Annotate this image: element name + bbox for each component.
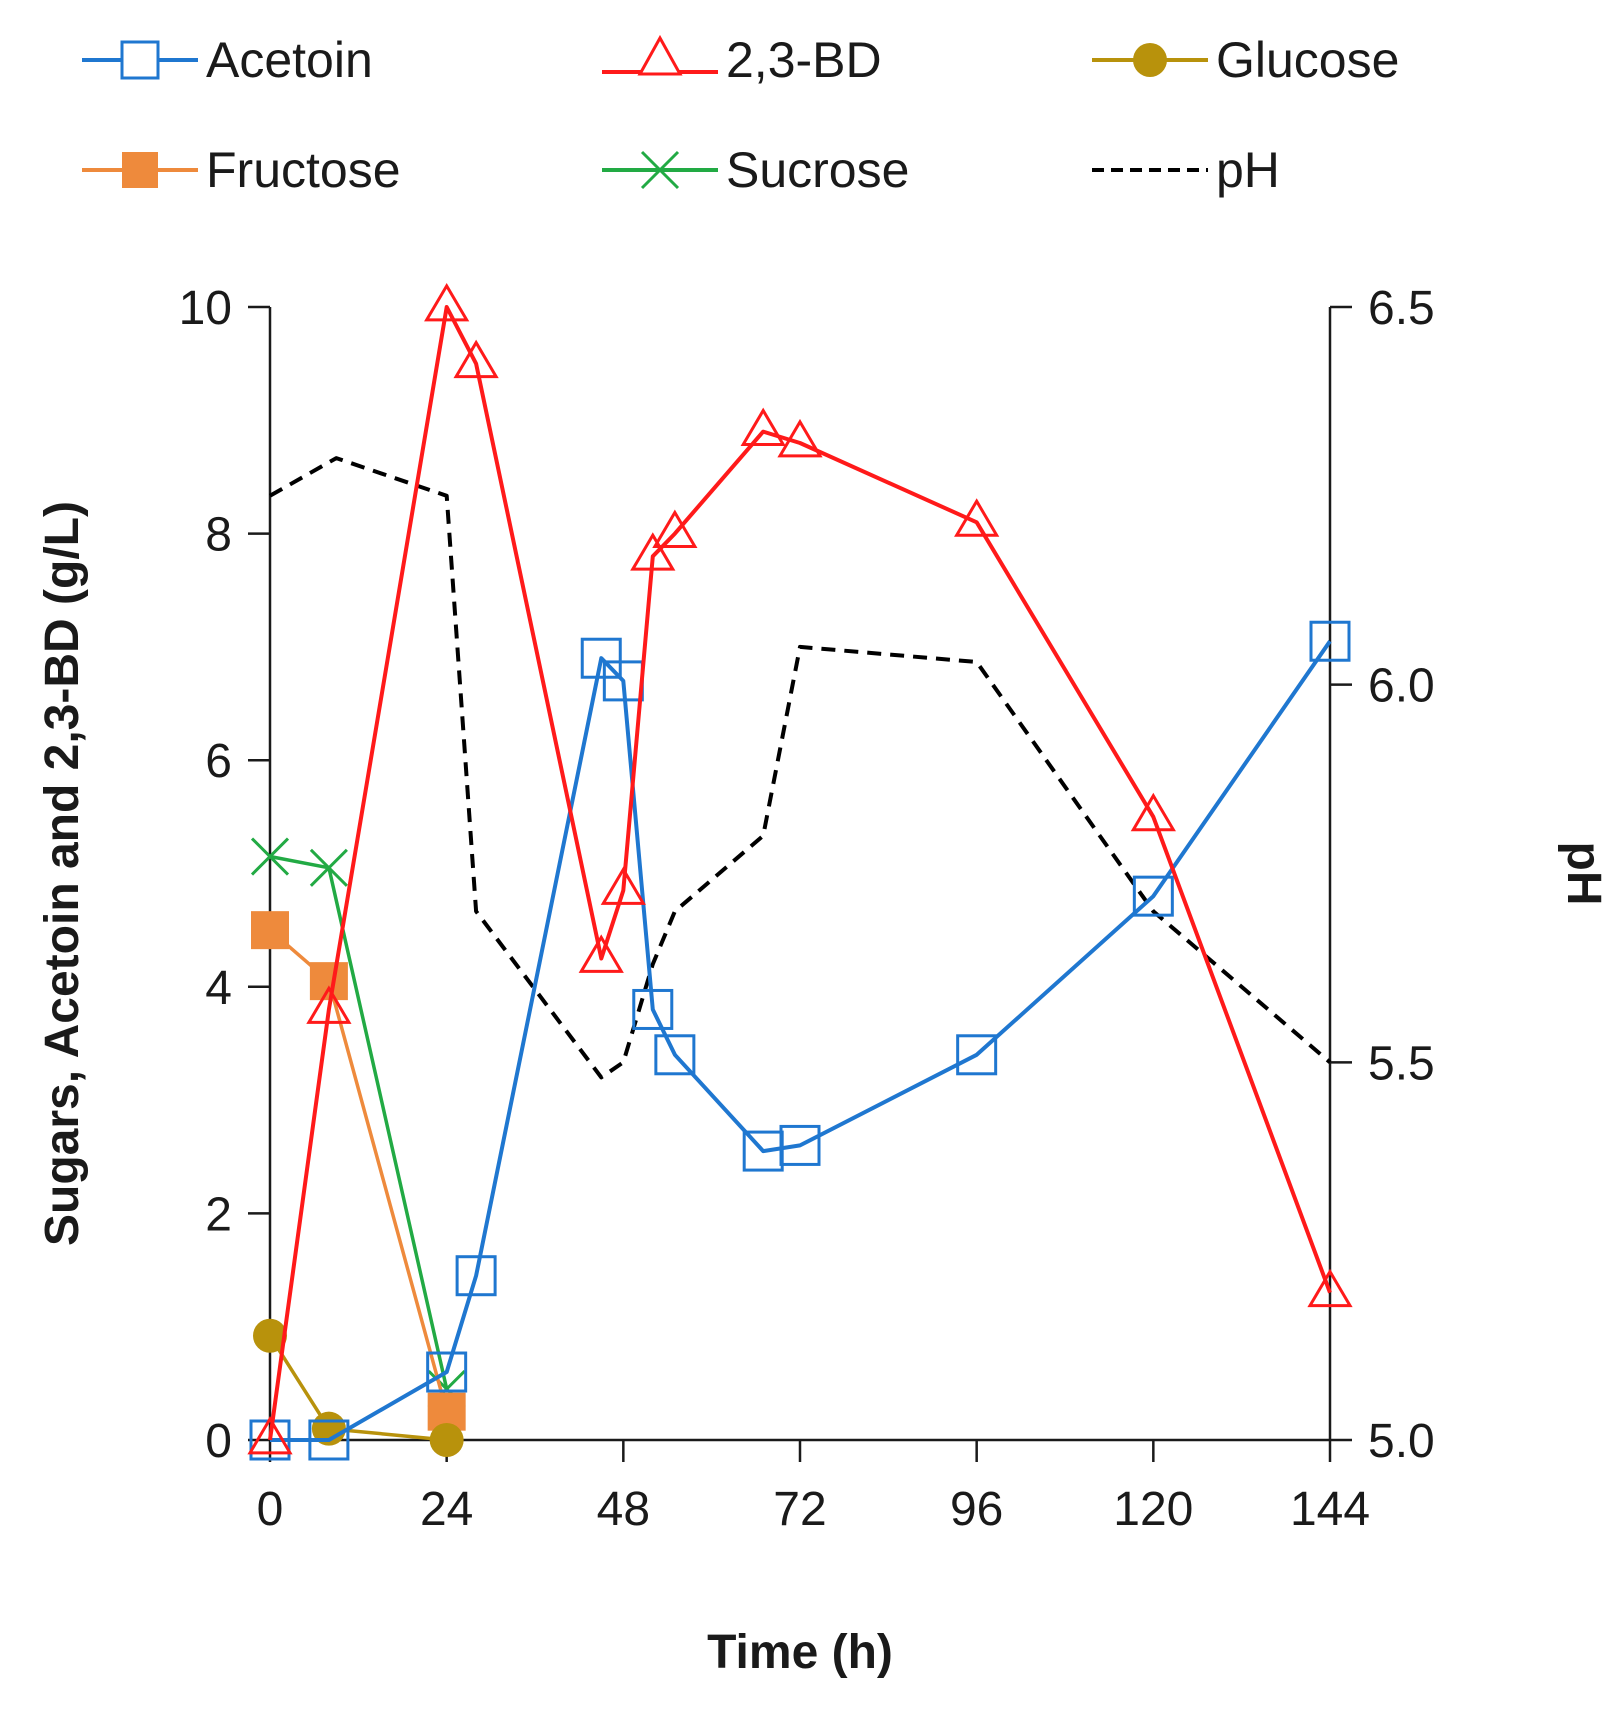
series-sucrose: [250, 837, 466, 1409]
legend-item-acetoin: Acetoin: [80, 15, 373, 105]
y-tick-label: 0: [205, 1415, 232, 1468]
series-ph: [269, 456, 1332, 1080]
y-tick-label: 10: [179, 282, 232, 335]
series-acetoin: [249, 620, 1351, 1461]
data-point-acetoin: [455, 1255, 497, 1297]
x-tick-label: 72: [773, 1483, 826, 1536]
dashed-line-icon: [1092, 168, 1208, 172]
cross-icon: [602, 150, 718, 190]
data-point-acetoin: [779, 1124, 821, 1166]
legend-item-23bd: 2,3-BD: [600, 15, 882, 105]
data-point-23bd: [1130, 792, 1176, 832]
data-point-sucrose: [309, 848, 348, 887]
filled-circle-icon: [1092, 43, 1208, 77]
data-point-acetoin: [654, 1034, 696, 1076]
series-line-acetoin: [270, 640, 1332, 1442]
legend-label: pH: [1216, 142, 1280, 198]
data-point-acetoin: [1132, 875, 1174, 917]
data-point-acetoin: [580, 637, 622, 679]
data-point-23bd: [1307, 1268, 1353, 1308]
x-tick-label: 0: [257, 1483, 284, 1536]
data-point-acetoin: [1309, 620, 1351, 662]
data-point-glucose: [253, 1318, 287, 1353]
legend-label: Sucrose: [726, 142, 910, 198]
x-tick-label: 48: [597, 1483, 650, 1536]
y-axis-title: Sugars, Acetoin and 2,3-BD (g/L): [36, 501, 89, 1246]
data-point-23bd: [600, 866, 646, 905]
y2-tick-label: 5.5: [1368, 1037, 1435, 1090]
y-tick-label: 2: [205, 1188, 232, 1241]
y2-tick-label: 5.0: [1368, 1415, 1435, 1468]
data-point-23bd: [306, 985, 352, 1024]
legend-item-sucrose: Sucrose: [600, 125, 909, 215]
data-point-23bd: [777, 418, 823, 458]
y2-tick-label: 6.0: [1368, 660, 1435, 713]
legend-label: 2,3-BD: [726, 32, 882, 88]
y-tick-label: 8: [205, 509, 232, 562]
open-triangle-icon: [602, 34, 718, 76]
series-line-23bd: [268, 305, 1332, 1441]
y2-axis-title: pH: [1557, 842, 1610, 906]
open-square-icon: [82, 40, 198, 80]
data-point-acetoin: [308, 1419, 350, 1461]
legend-item-fructose: Fructose: [80, 125, 401, 215]
data-point-23bd: [954, 498, 1000, 537]
data-point-23bd: [578, 934, 624, 973]
x-tick-label: 120: [1113, 1483, 1193, 1536]
data-point-fructose: [309, 962, 348, 1001]
legend-item-glucose: Glucose: [1090, 15, 1399, 105]
data-point-23bd: [630, 532, 676, 571]
y2-tick-label: 6.5: [1368, 282, 1435, 335]
data-point-23bd: [453, 339, 499, 379]
legend-label: Fructose: [206, 142, 401, 198]
data-point-sucrose: [250, 837, 290, 876]
y-tick-label: 4: [205, 962, 232, 1015]
legend-label: Glucose: [1216, 32, 1400, 88]
data-point-fructose: [251, 911, 289, 950]
data-point-23bd: [424, 282, 470, 322]
data-point-23bd: [740, 407, 786, 447]
data-point-23bd: [652, 509, 698, 549]
data-point-glucose: [429, 1423, 464, 1457]
series-line-ph: [269, 456, 1332, 1080]
data-point-acetoin: [632, 988, 674, 1030]
legend-label: Acetoin: [206, 32, 373, 88]
data-point-acetoin: [426, 1351, 468, 1393]
x-tick-label: 24: [420, 1483, 473, 1536]
x-tick-label: 144: [1290, 1483, 1370, 1536]
x-tick-label: 96: [950, 1483, 1003, 1536]
legend-item-ph: pH: [1090, 125, 1280, 215]
x-axis-title: Time (h): [707, 1626, 893, 1679]
data-point-23bd: [247, 1415, 293, 1455]
filled-square-icon: [82, 152, 198, 188]
series-layer: [247, 282, 1353, 1461]
legend: Acetoin 2,3-BD Glucose Fructose Sucrose: [70, 15, 1590, 245]
series-fructose: [251, 911, 466, 1431]
series-23bd: [247, 282, 1353, 1455]
data-point-acetoin: [956, 1034, 998, 1076]
y-tick-label: 6: [205, 735, 232, 788]
